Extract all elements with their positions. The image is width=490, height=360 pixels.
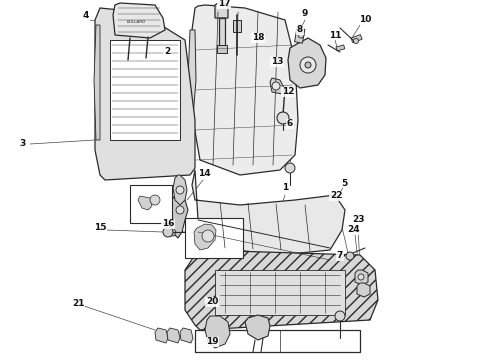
Polygon shape: [245, 315, 270, 340]
Text: 6: 6: [287, 120, 293, 129]
Text: 20: 20: [206, 297, 218, 306]
Circle shape: [353, 39, 359, 44]
Circle shape: [272, 82, 280, 90]
Polygon shape: [167, 226, 176, 236]
Text: 13: 13: [271, 58, 283, 67]
Text: 5: 5: [341, 179, 347, 188]
Polygon shape: [155, 328, 168, 343]
Text: 24: 24: [348, 225, 360, 234]
Text: 2: 2: [164, 48, 170, 57]
Bar: [294, 28, 305, 43]
Polygon shape: [180, 328, 193, 343]
Bar: [217, 45, 227, 53]
Bar: [233, 20, 241, 32]
Circle shape: [358, 274, 364, 280]
Polygon shape: [94, 25, 100, 140]
Circle shape: [163, 227, 173, 237]
Circle shape: [335, 311, 345, 321]
Text: BULLARD: BULLARD: [127, 20, 147, 24]
Text: 8: 8: [297, 26, 303, 35]
Polygon shape: [113, 3, 165, 38]
Circle shape: [305, 62, 311, 68]
Text: 21: 21: [72, 300, 84, 309]
Polygon shape: [215, 3, 228, 18]
Text: 12: 12: [282, 87, 294, 96]
Polygon shape: [192, 170, 345, 255]
Text: 17: 17: [218, 0, 230, 9]
Polygon shape: [188, 30, 196, 130]
Text: 7: 7: [337, 252, 343, 261]
Polygon shape: [288, 38, 326, 88]
Bar: [336, 45, 345, 51]
Text: 22: 22: [330, 192, 342, 201]
Text: 10: 10: [359, 15, 371, 24]
Bar: [185, 218, 243, 258]
Polygon shape: [194, 224, 216, 250]
Circle shape: [298, 32, 304, 38]
Text: 4: 4: [83, 12, 89, 21]
Text: 11: 11: [329, 31, 341, 40]
Text: 23: 23: [352, 216, 364, 225]
Text: 14: 14: [197, 170, 210, 179]
Circle shape: [277, 112, 289, 124]
Circle shape: [346, 252, 354, 260]
Polygon shape: [355, 270, 368, 285]
Text: 18: 18: [252, 33, 264, 42]
Text: 19: 19: [206, 338, 219, 346]
Circle shape: [300, 57, 316, 73]
Polygon shape: [170, 195, 188, 238]
Text: 9: 9: [302, 9, 308, 18]
Text: 1: 1: [282, 184, 288, 193]
Polygon shape: [205, 316, 230, 348]
Circle shape: [176, 206, 184, 214]
Bar: [215, 270, 345, 315]
Text: 3: 3: [19, 139, 25, 148]
Polygon shape: [185, 250, 378, 330]
Circle shape: [150, 195, 160, 205]
Bar: [351, 35, 362, 43]
Polygon shape: [357, 283, 370, 297]
Text: 16: 16: [162, 220, 174, 229]
Polygon shape: [95, 8, 195, 180]
Circle shape: [285, 163, 295, 173]
Circle shape: [176, 186, 184, 194]
Bar: [219, 18, 225, 48]
Bar: [110, 40, 180, 140]
Polygon shape: [270, 78, 284, 94]
Bar: [195, 330, 360, 352]
Circle shape: [202, 230, 214, 242]
Polygon shape: [173, 175, 187, 205]
Polygon shape: [167, 328, 180, 343]
Text: 15: 15: [94, 224, 106, 233]
Bar: [130, 185, 172, 223]
Polygon shape: [138, 196, 152, 210]
Polygon shape: [190, 5, 298, 175]
